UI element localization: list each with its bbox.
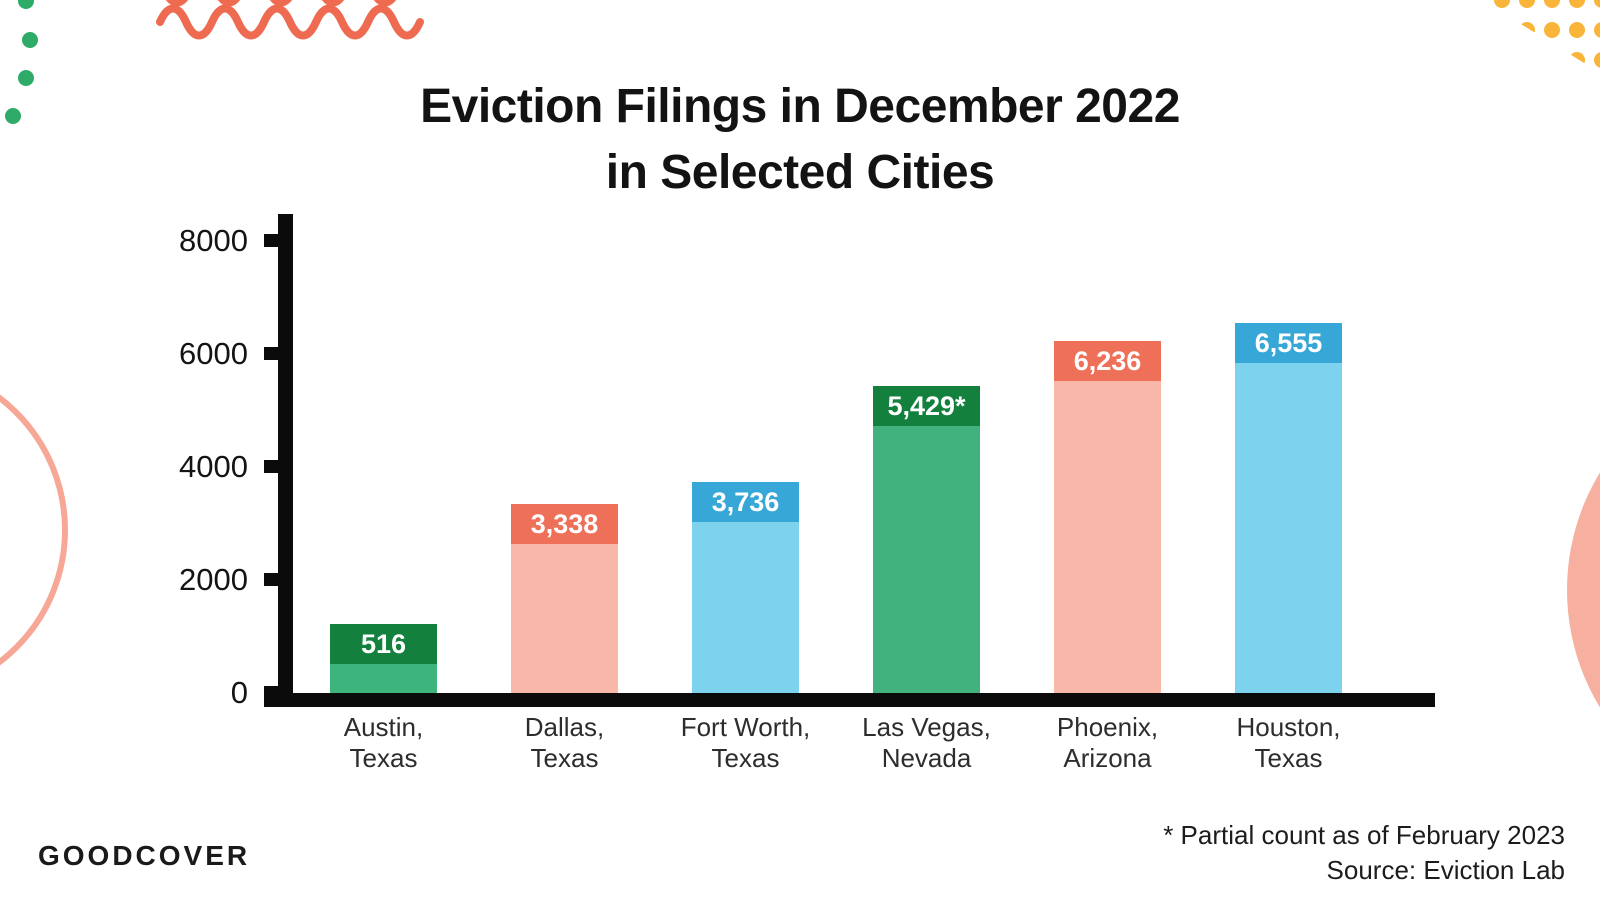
y-axis-tick-label: 4000 — [179, 449, 248, 484]
y-axis-tick-mark — [264, 573, 278, 586]
y-axis-tick-label: 0 — [230, 675, 248, 710]
x-axis-label-city: Las Vegas, — [862, 712, 991, 742]
salmon-circle-icon — [1567, 472, 1600, 708]
y-axis-tick-mark — [264, 347, 278, 360]
bar-value-label-houston-texas: 6,555 — [1235, 323, 1342, 363]
x-axis-label-state: Texas — [1254, 743, 1323, 773]
x-axis-label-state: Nevada — [881, 743, 972, 773]
x-axis-label-city: Austin, — [343, 712, 424, 742]
x-axis-label-las-vegas-nevada: Las Vegas, Nevada — [832, 712, 1022, 774]
y-axis-tick-label: 8000 — [179, 223, 248, 258]
bar-value-label-fort-worth-texas: 3,736 — [692, 482, 799, 522]
x-axis-label-city: Phoenix, — [1056, 712, 1159, 742]
x-axis-label-city: Houston, — [1236, 712, 1341, 742]
x-axis-label-state: Texas — [711, 743, 780, 773]
x-axis-label-dallas-texas: Dallas, Texas — [470, 712, 660, 774]
chart-title-line2: in Selected Cities — [605, 146, 995, 199]
bar-houston-texas — [1235, 323, 1342, 693]
y-axis-tick-label: 2000 — [179, 562, 248, 597]
bar-value-label-phoenix-arizona: 6,236 — [1054, 341, 1161, 381]
squiggle-waves-icon — [156, 0, 424, 40]
bar-value-label-dallas-texas: 3,338 — [511, 504, 618, 544]
y-axis-tick-mark — [264, 460, 278, 473]
pink-circle-outline-icon — [0, 394, 68, 666]
x-axis-label-city: Fort Worth, — [680, 712, 811, 742]
footnote: * Partial count as of February 2023 Sour… — [865, 818, 1565, 888]
chart-title-line1: Eviction Filings in December 2022 — [420, 80, 1180, 133]
bar-phoenix-arizona — [1054, 341, 1161, 693]
x-axis-label-houston-texas: Houston, Texas — [1194, 712, 1384, 774]
chart-title: Eviction Filings in December 2022 in Sel… — [0, 74, 1600, 206]
x-axis-line — [264, 693, 1435, 707]
x-axis-label-austin-texas: Austin, Texas — [289, 712, 479, 774]
x-axis-label-state: Texas — [530, 743, 599, 773]
y-axis-tick-label: 6000 — [179, 336, 248, 371]
x-axis-label-city: Dallas, — [524, 712, 605, 742]
y-axis-line — [278, 214, 293, 707]
bar-austin-texas — [330, 664, 437, 693]
footnote-partial-count: * Partial count as of February 2023 — [1163, 820, 1565, 850]
bar-las-vegas-nevada — [873, 386, 980, 693]
bar-value-label-austin-texas: 516 — [330, 624, 437, 664]
footnote-source: Source: Eviction Lab — [1326, 855, 1565, 885]
goodcover-logo: GOODCOVER — [38, 840, 251, 871]
x-axis-label-phoenix-arizona: Phoenix, Arizona — [1013, 712, 1203, 774]
x-axis-label-state: Texas — [349, 743, 418, 773]
green-dots-icon — [5, 0, 38, 124]
x-axis-label-state: Arizona — [1063, 743, 1152, 773]
bar-value-label-las-vegas-nevada: 5,429* — [873, 386, 980, 426]
y-axis-tick-mark — [264, 686, 278, 699]
x-axis-label-fort-worth-texas: Fort Worth, Texas — [651, 712, 841, 774]
y-axis-tick-mark — [264, 234, 278, 247]
